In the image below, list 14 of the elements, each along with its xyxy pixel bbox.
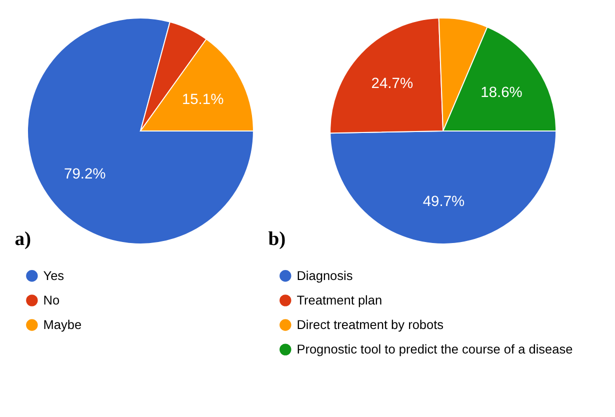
legend-label: Treatment plan (296, 292, 382, 308)
legend-label: Maybe (43, 316, 82, 332)
data-label: 15.1% (182, 92, 224, 108)
legend-label: Direct treatment by robots (296, 316, 444, 332)
text: b) (268, 228, 286, 250)
data-label: 18.6% (480, 85, 522, 102)
data-label: 79.2% (64, 166, 106, 182)
data-label: 49.7% (422, 194, 465, 210)
legend-label: Diagnosis (296, 268, 353, 283)
legend-label: Yes (43, 268, 64, 283)
text: a) (14, 228, 32, 250)
legend-label: No (43, 292, 60, 308)
data-label: 24.7% (371, 76, 414, 92)
legend-label: Prognostic tool to predict the course of a disease (296, 341, 573, 356)
